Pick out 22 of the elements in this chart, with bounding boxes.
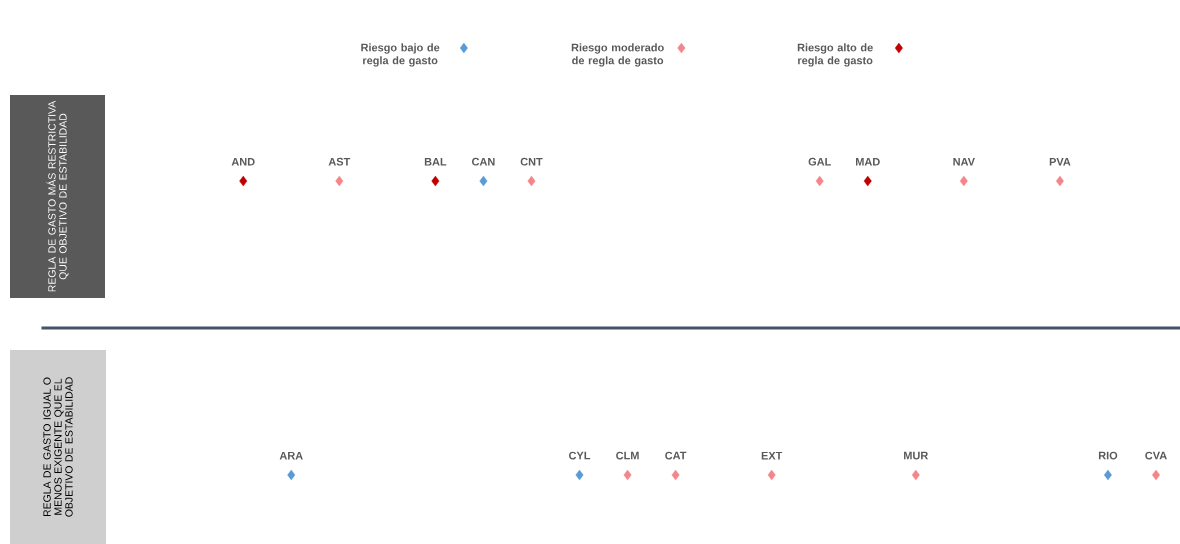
legend-label: Riesgo moderado de regla de gasto [571, 43, 664, 67]
x-tick-label: MUR [904, 451, 929, 460]
text: REGLA DE GASTO IGUAL O MENOS EXIGENTE QUE EL OBJETIVO DE ESTABILIDAD [43, 377, 73, 517]
x-tick-label: CNT [520, 157, 543, 166]
x-tick-label: CLM [616, 451, 639, 460]
x-tick-label: AND [231, 158, 255, 166]
x-tick-label: CAN [472, 157, 495, 166]
legend-label: Riesgo alto de regla de gasto [797, 43, 873, 67]
x-tick-label: MAD [856, 158, 880, 166]
x-tick-label: RIO [1098, 451, 1118, 460]
x-tick-label: CAT [665, 451, 687, 460]
x-tick-label: PVA [1049, 158, 1071, 166]
x-tick-label: EXT [761, 451, 783, 460]
x-tick-label: ARA [279, 451, 303, 460]
legend-label: Riesgo bajo de regla de gasto [361, 43, 440, 67]
x-tick-label: BAL [424, 158, 447, 166]
x-tick-label: NAV [953, 158, 975, 166]
x-tick-label: GAL [808, 157, 831, 166]
x-tick-label: CYL [569, 451, 591, 460]
text: REGLA DE GASTO MÁS RESTRICTIVA QUE OBJETIVO DE ESTABILIDAD [46, 100, 69, 292]
x-tick-label: CVA [1145, 451, 1167, 460]
x-tick-label: AST [328, 157, 351, 166]
